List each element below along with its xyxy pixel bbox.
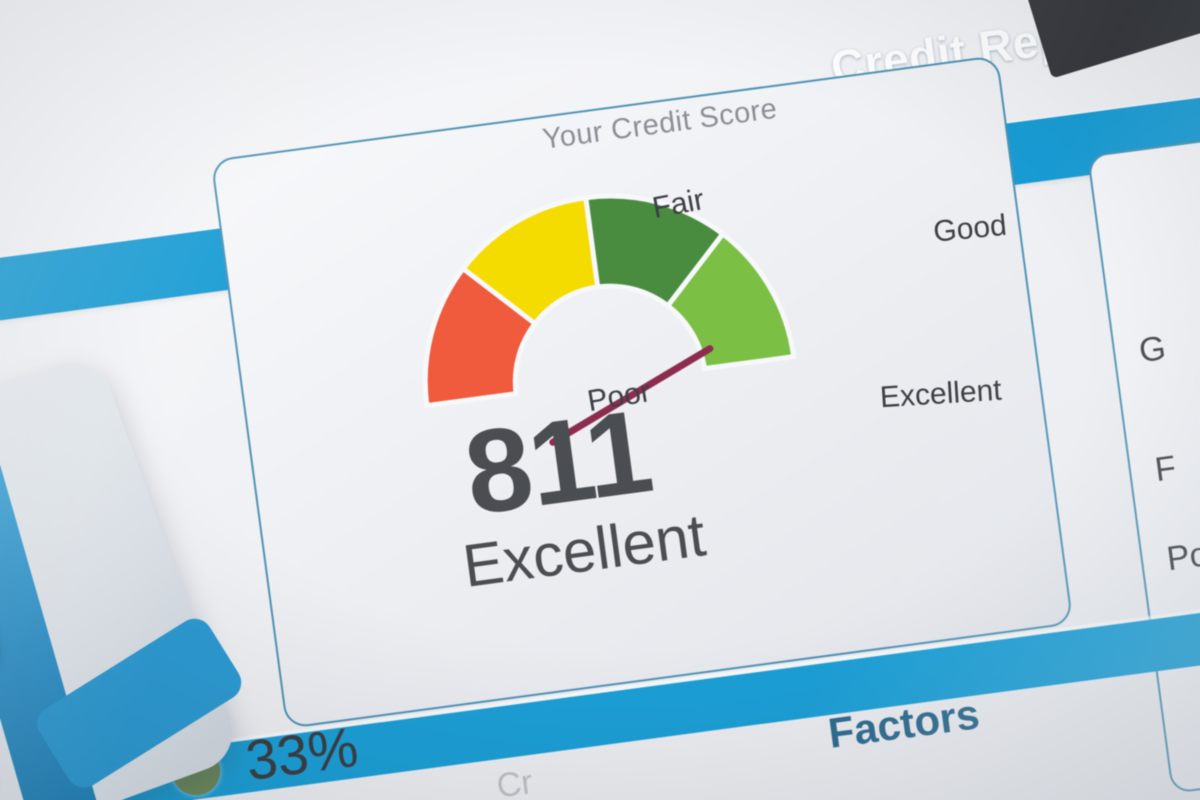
- secondary-legend-item: G: [1136, 329, 1169, 371]
- secondary-legend-item: F: [1152, 448, 1179, 490]
- factor-percent: 33%: [242, 714, 362, 793]
- gauge-label-good: Good: [931, 208, 1009, 249]
- credit-score-card: Your Credit Score Poor Fair Good Excelle…: [210, 55, 1074, 729]
- factor-partial-label: Cr: [494, 762, 535, 800]
- gauge-label-excellent: Excellent: [879, 373, 1003, 415]
- secondary-legend-item: Po: [1164, 535, 1200, 579]
